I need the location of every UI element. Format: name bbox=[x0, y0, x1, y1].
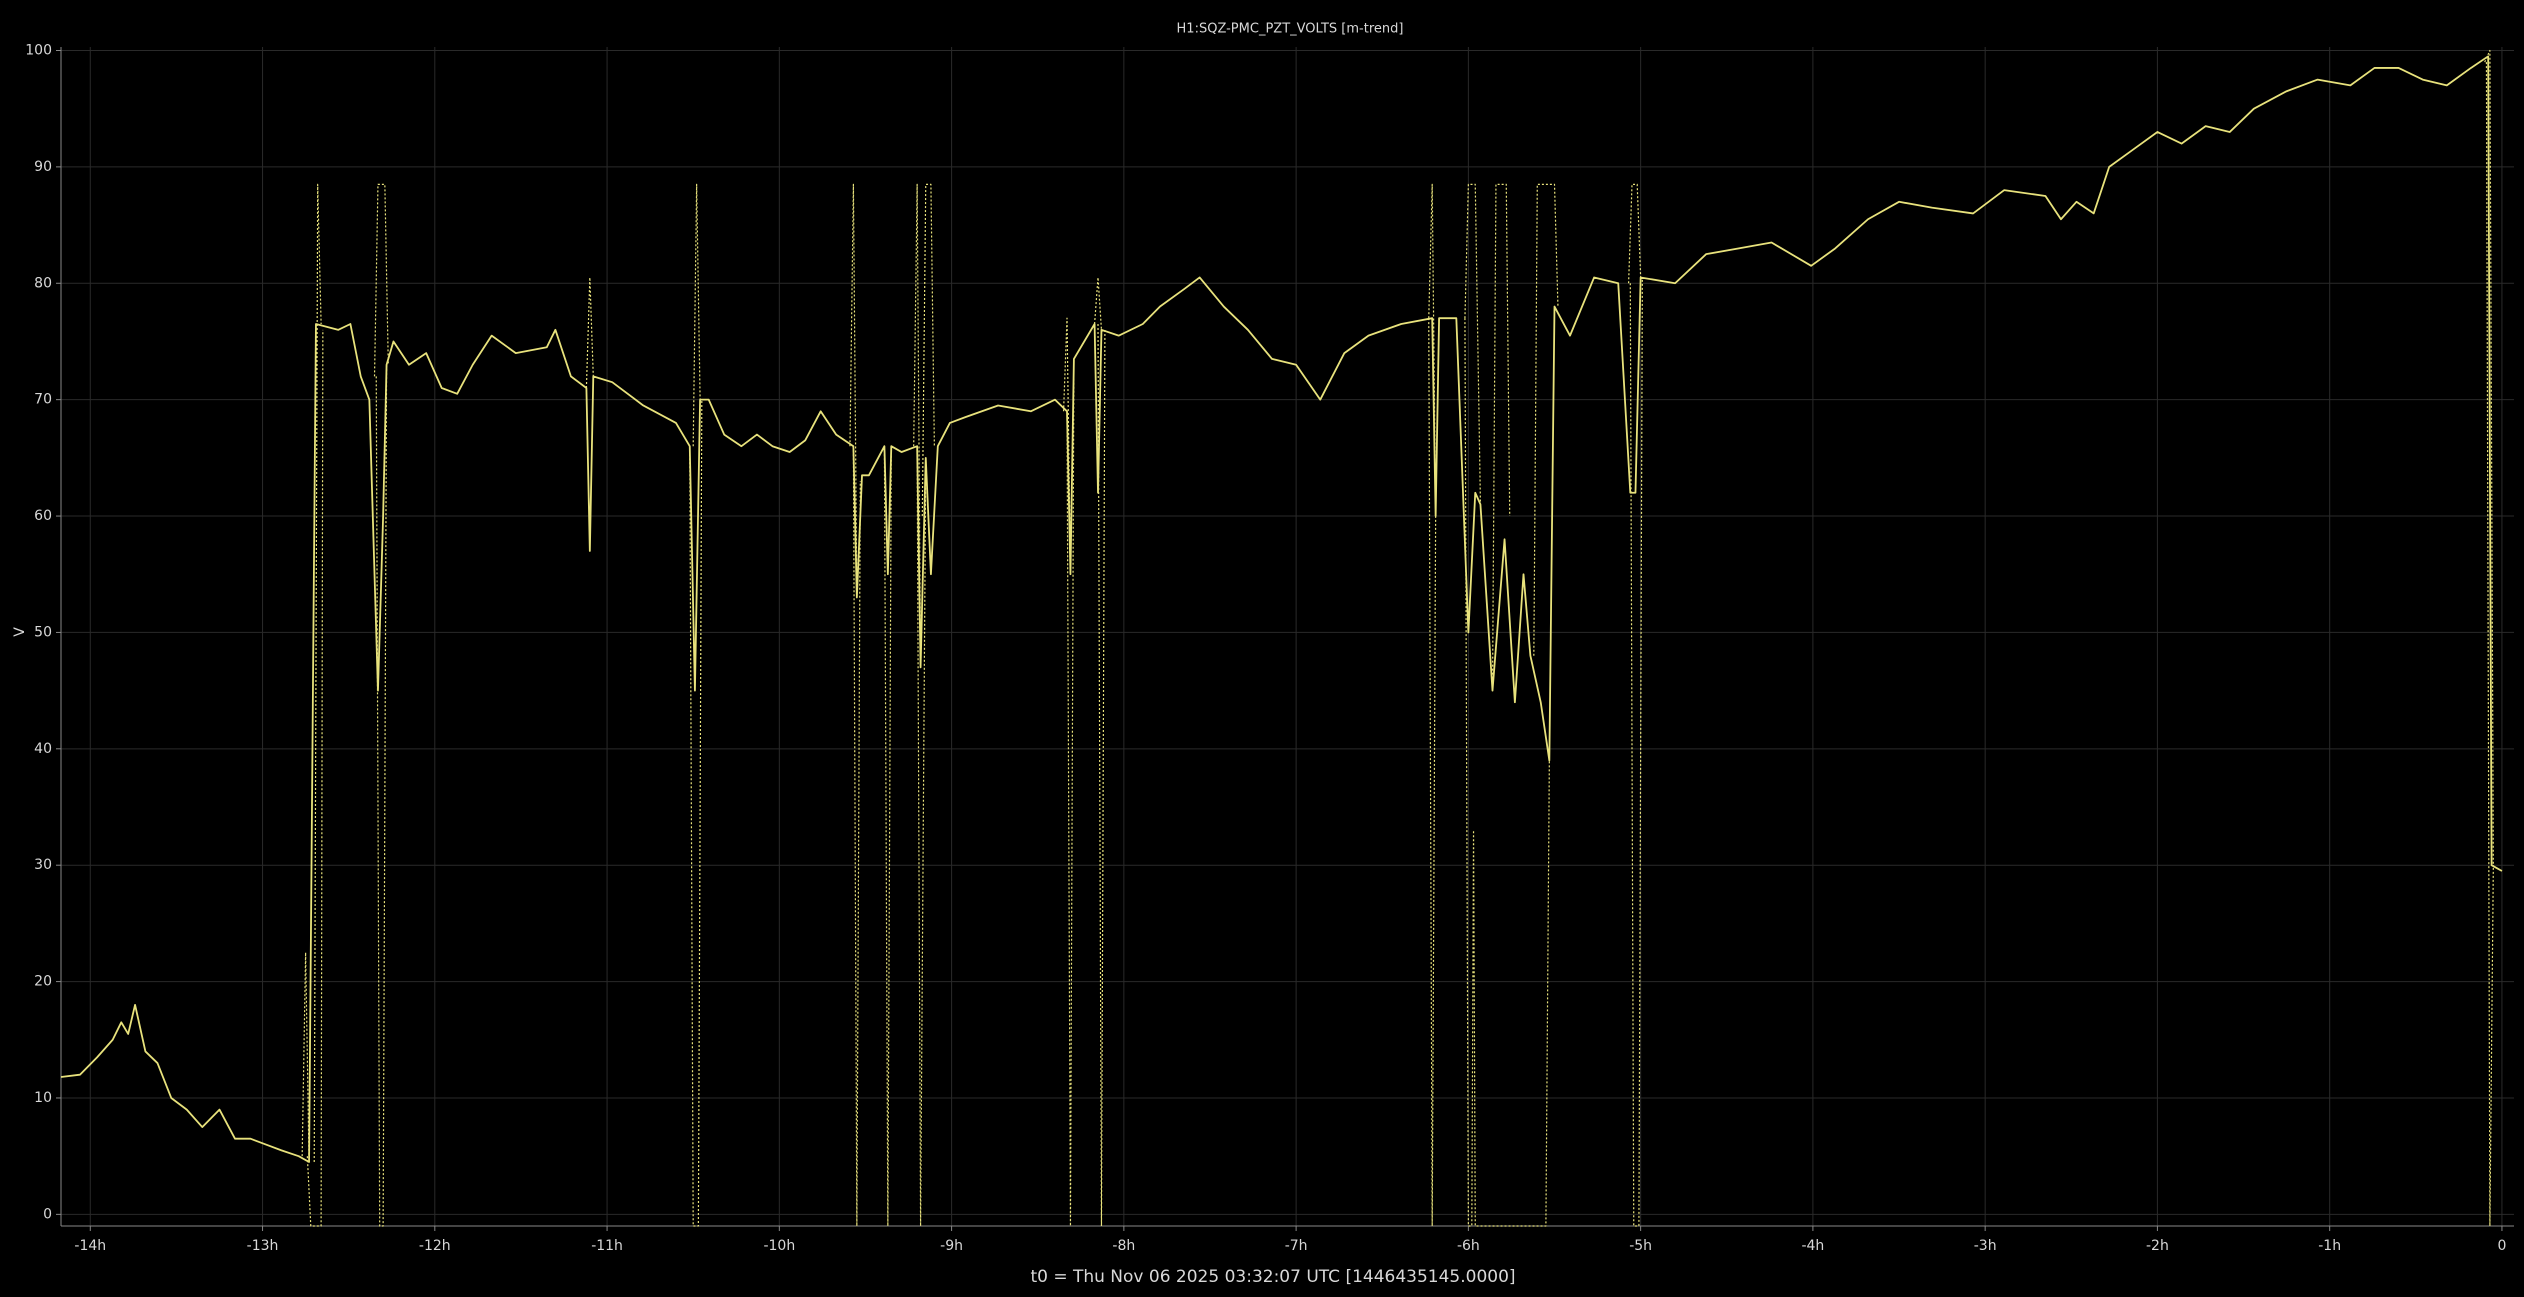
y-axis-label: V bbox=[12, 627, 28, 637]
y-tick-label: 0 bbox=[43, 1206, 52, 1222]
x-tick-label: -12h bbox=[419, 1238, 451, 1254]
x-tick-label: -4h bbox=[1801, 1238, 1824, 1254]
y-tick-label: 70 bbox=[34, 392, 52, 408]
x-tick-label: 0 bbox=[2497, 1238, 2506, 1254]
x-tick-label: -14h bbox=[74, 1238, 106, 1254]
trend-line bbox=[301, 49, 2494, 1162]
y-tick-label: 80 bbox=[34, 275, 52, 291]
y-tick-label: 90 bbox=[34, 159, 52, 175]
x-tick-label: -5h bbox=[1629, 1238, 1652, 1254]
x-tick-label: -7h bbox=[1285, 1238, 1308, 1254]
chart-title: H1:SQZ-PMC_PZT_VOLTS [m-trend] bbox=[1177, 22, 1404, 37]
y-tick-label: 30 bbox=[34, 857, 52, 873]
x-tick-label: -3h bbox=[1974, 1238, 1997, 1254]
x-axis-label: t0 = Thu Nov 06 2025 03:32:07 UTC [14464… bbox=[1030, 1267, 1515, 1287]
x-tick-label: -1h bbox=[2318, 1238, 2341, 1254]
x-tick-label: -13h bbox=[247, 1238, 279, 1254]
x-tick-label: -10h bbox=[763, 1238, 795, 1254]
x-tick-label: -6h bbox=[1457, 1238, 1480, 1254]
y-tick-label: 60 bbox=[34, 508, 52, 524]
y-tick-label: 10 bbox=[34, 1090, 52, 1106]
y-tick-label: 40 bbox=[34, 741, 52, 757]
x-tick-label: -11h bbox=[591, 1238, 623, 1254]
trend-line bbox=[306, 62, 2494, 1227]
y-tick-label: 100 bbox=[25, 42, 52, 58]
x-tick-label: -2h bbox=[2146, 1238, 2169, 1254]
y-tick-label: 20 bbox=[34, 974, 52, 990]
x-tick-label: -9h bbox=[940, 1238, 963, 1254]
x-tick-label: -8h bbox=[1112, 1238, 1135, 1254]
y-tick-label: 50 bbox=[34, 624, 52, 640]
trend-line bbox=[60, 55, 2503, 1163]
